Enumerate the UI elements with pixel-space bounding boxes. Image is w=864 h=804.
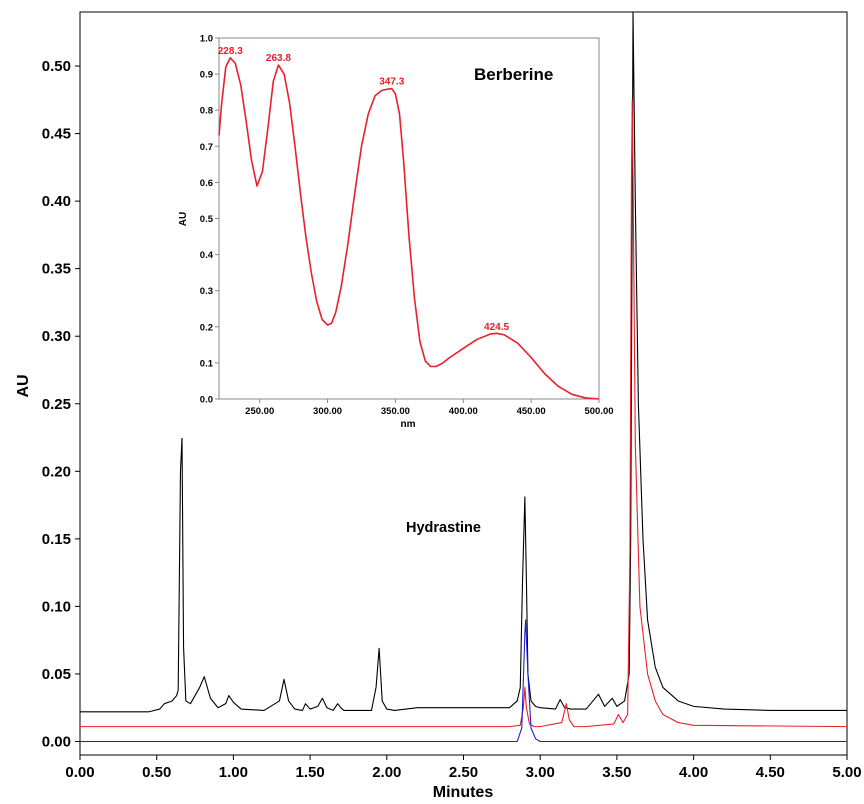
main-y-tick-label: 0.35	[42, 261, 71, 278]
main-x-tick-label: 3.00	[526, 764, 555, 781]
inset-y-tick-label: 0.3	[200, 286, 213, 297]
main-y-axis-ticks: 0.00 0.05 0.10 0.15 0.20 0.25 0.30 0.35 0.40 0.45…	[42, 58, 80, 750]
inset-y-tick-label: 0.9	[200, 70, 213, 81]
inset-x-axis-label: nm	[401, 419, 416, 430]
inset-x-axis-ticks: 250.00 300.00 350.00 400.00 450.00 500.00	[245, 399, 614, 417]
main-y-tick-label: 0.45	[42, 126, 71, 143]
inset-x-tick-label: 500.00	[584, 406, 613, 417]
main-x-tick-label: 1.50	[295, 764, 324, 781]
main-y-tick-label: 0.05	[42, 666, 71, 683]
inset-spectrum-line	[218, 57, 600, 400]
main-y-tick-label: 0.10	[42, 598, 71, 615]
main-x-tick-label: 3.50	[602, 764, 631, 781]
main-y-tick-label: 0.40	[42, 193, 71, 210]
inset-peak-label: 424.5	[484, 322, 509, 333]
inset-y-tick-label: 0.8	[200, 106, 213, 117]
main-x-tick-label: 0.00	[65, 764, 94, 781]
inset-y-tick-label: 0.4	[200, 250, 214, 261]
inset-peak-label: 263.8	[266, 53, 291, 64]
inset-y-tick-label: 0.6	[200, 178, 213, 189]
inset-x-tick-label: 350.00	[381, 406, 410, 417]
main-y-tick-label: 0.25	[42, 396, 71, 413]
inset-peak-labels: 228.3 263.8 347.3 424.5	[218, 46, 510, 333]
main-x-axis-ticks: 0.00 0.50 1.00 1.50 2.00 2.50 3.00 3.50 4.00 4.50…	[65, 755, 862, 781]
inset-spectrum-series	[218, 57, 600, 400]
main-x-tick-label: 2.50	[449, 764, 478, 781]
inset-x-tick-label: 250.00	[245, 406, 274, 417]
main-chromatogram-series	[80, 11, 848, 743]
inset-peak-label: 347.3	[379, 77, 404, 88]
hydrastine-annotation: Hydrastine	[406, 520, 481, 536]
uv-spectrum-inset: 0.0 0.1 0.2 0.3 0.4 0.5 0.6 0.7 0.8 0.9 1.0 250.00…	[170, 20, 614, 438]
inset-y-tick-label: 0.2	[200, 322, 213, 333]
inset-x-tick-label: 450.00	[517, 406, 546, 417]
inset-y-tick-label: 0.5	[200, 214, 214, 225]
main-x-axis-label: Minutes	[433, 784, 494, 801]
inset-y-tick-label: 1.0	[200, 34, 213, 45]
inset-x-tick-label: 300.00	[313, 406, 342, 417]
main-y-tick-label: 0.20	[42, 463, 71, 480]
main-x-tick-label: 5.00	[832, 764, 861, 781]
main-y-axis-label: AU	[15, 374, 32, 397]
inset-y-axis-ticks: 0.0 0.1 0.2 0.3 0.4 0.5 0.6 0.7 0.8 0.9 1.0	[200, 34, 219, 406]
inset-peak-label: 228.3	[218, 46, 243, 57]
main-series-line-2	[80, 619, 847, 743]
main-x-tick-label: 2.00	[372, 764, 401, 781]
berberine-annotation: Berberine	[474, 65, 553, 84]
main-x-tick-label: 0.50	[142, 764, 171, 781]
main-x-tick-label: 1.00	[219, 764, 248, 781]
inset-y-tick-label: 0.0	[200, 395, 213, 406]
main-y-tick-label: 0.00	[42, 733, 71, 750]
inset-y-tick-label: 0.1	[200, 358, 214, 369]
main-series-line-0	[80, 11, 847, 713]
main-y-tick-label: 0.50	[42, 58, 71, 75]
main-x-tick-label: 4.00	[679, 764, 708, 781]
inset-y-tick-label: 0.7	[200, 142, 213, 153]
main-x-tick-label: 4.50	[756, 764, 785, 781]
main-series-line-1	[80, 99, 848, 728]
main-y-tick-label: 0.15	[42, 531, 71, 548]
inset-y-axis-label: AU	[178, 212, 189, 226]
main-y-tick-label: 0.30	[42, 328, 71, 345]
inset-x-tick-label: 400.00	[449, 406, 478, 417]
